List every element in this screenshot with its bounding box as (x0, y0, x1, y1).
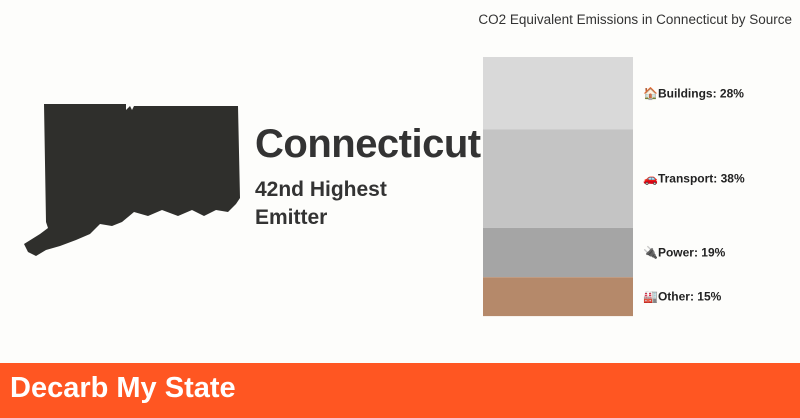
bar-segment-transport (483, 129, 633, 228)
connecticut-map-shape (24, 104, 240, 256)
bar-label-buildings: 🏠Buildings: 28% (643, 86, 744, 100)
state-rank: 42nd Highest Emitter (255, 176, 435, 232)
state-name: Connecticut (255, 122, 481, 166)
bar-segment-buildings (483, 57, 633, 130)
bar-label-other: 🏭Other: 15% (643, 290, 722, 304)
footer-bar: Decarb My State (0, 363, 800, 418)
bar-label-power: 🔌Power: 19% (643, 246, 726, 260)
bar-segment-power (483, 227, 633, 278)
bar-label-transport: 🚗Transport: 38% (643, 172, 745, 186)
footer-brand: Decarb My State (10, 372, 236, 404)
chart-title: CO2 Equivalent Emissions in Connecticut … (478, 12, 792, 27)
emissions-stacked-bar-chart: 🏠Buildings: 28% 🚗Transport: 38% 🔌Power: 19… (483, 57, 745, 317)
bar-segment-other (483, 277, 633, 317)
state-rank-line1: 42nd Highest (255, 178, 387, 201)
state-rank-line2: Emitter (255, 206, 328, 229)
